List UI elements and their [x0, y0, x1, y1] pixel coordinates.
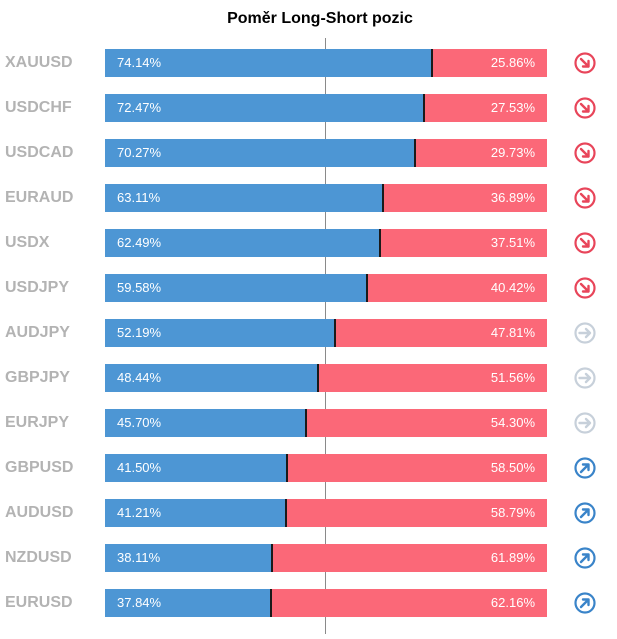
short-bar: 45.70% 54.30%: [105, 409, 547, 437]
arrow-right-icon: [574, 322, 596, 344]
short-value-label: 47.81%: [490, 325, 535, 340]
long-bar: [105, 274, 368, 302]
arrow-down-right-icon: [574, 277, 596, 299]
symbol-label: XAUUSD: [5, 54, 73, 71]
long-bar: [105, 364, 319, 392]
arrow-up-right-icon: [574, 457, 596, 479]
arrow-up-right-icon: [574, 502, 596, 524]
short-bar: 48.44% 51.56%: [105, 364, 547, 392]
long-bar: [105, 544, 273, 572]
long-bar: [105, 94, 425, 122]
long-value-label: 59.58%: [117, 280, 162, 295]
long-value-label: 41.50%: [117, 460, 162, 475]
long-bar: [105, 499, 287, 527]
symbol-label: EURAUD: [5, 189, 74, 206]
arrow-up-right-icon: [574, 547, 596, 569]
short-value-label: 58.50%: [490, 460, 535, 475]
long-bar: [105, 319, 336, 347]
short-bar: 74.14% 25.86%: [105, 49, 547, 77]
short-value-label: 54.30%: [490, 415, 535, 430]
arrow-down-right-icon: [574, 142, 596, 164]
long-value-label: 63.11%: [117, 190, 161, 205]
short-bar: 63.11% 36.89%: [105, 184, 547, 212]
symbol-label: USDCHF: [5, 99, 72, 116]
chart-row: USDX 62.49% 37.51%: [0, 228, 617, 258]
long-value-label: 37.84%: [117, 595, 162, 610]
chart-row: NZDUSD 38.11% 61.89%: [0, 543, 617, 573]
long-value-label: 41.21%: [117, 505, 162, 520]
symbol-label: AUDJPY: [5, 324, 70, 341]
symbol-label: NZDUSD: [5, 549, 72, 566]
arrow-right-icon: [574, 367, 596, 389]
short-value-label: 36.89%: [490, 190, 535, 205]
long-value-label: 62.49%: [117, 235, 162, 250]
chart-title: Poměr Long-Short pozic: [227, 10, 413, 27]
short-value-label: 29.73%: [490, 145, 535, 160]
short-bar: 70.27% 29.73%: [105, 139, 547, 167]
chart-row: EURAUD 63.11% 36.89%: [0, 183, 617, 213]
symbol-label: EURJPY: [5, 414, 70, 431]
short-value-label: 27.53%: [490, 100, 535, 115]
short-value-label: 37.51%: [490, 235, 535, 250]
chart-row: USDCAD 70.27% 29.73%: [0, 138, 617, 168]
chart-row: AUDUSD 41.21% 58.79%: [0, 498, 617, 528]
short-bar: 62.49% 37.51%: [105, 229, 547, 257]
chart-row: EURUSD 37.84% 62.16%: [0, 588, 617, 618]
short-bar: 59.58% 40.42%: [105, 274, 547, 302]
long-bar: [105, 184, 384, 212]
long-value-label: 70.27%: [117, 145, 162, 160]
long-bar: [105, 139, 416, 167]
long-value-label: 52.19%: [117, 325, 162, 340]
arrow-right-icon: [574, 412, 596, 434]
long-bar: [105, 454, 288, 482]
chart-row: USDCHF 72.47% 27.53%: [0, 93, 617, 123]
symbol-label: USDJPY: [5, 279, 70, 296]
short-bar: 41.50% 58.50%: [105, 454, 547, 482]
short-bar: 37.84% 62.16%: [105, 589, 547, 617]
chart-row: XAUUSD 74.14% 25.86%: [0, 48, 617, 78]
long-value-label: 48.44%: [117, 370, 162, 385]
short-value-label: 25.86%: [490, 55, 535, 70]
chart-row: GBPUSD 41.50% 58.50%: [0, 453, 617, 483]
long-value-label: 74.14%: [117, 55, 162, 70]
long-value-label: 38.11%: [117, 550, 161, 565]
short-value-label: 61.89%: [490, 550, 535, 565]
short-bar: 38.11% 61.89%: [105, 544, 547, 572]
short-value-label: 51.56%: [490, 370, 535, 385]
symbol-label: AUDUSD: [5, 504, 74, 521]
short-bar: 41.21% 58.79%: [105, 499, 547, 527]
arrow-down-right-icon: [574, 187, 596, 209]
arrow-down-right-icon: [574, 97, 596, 119]
symbol-label: GBPJPY: [5, 369, 70, 386]
symbol-label: GBPUSD: [5, 459, 74, 476]
arrow-down-right-icon: [574, 232, 596, 254]
chart-row: EURJPY 45.70% 54.30%: [0, 408, 617, 438]
short-value-label: 40.42%: [490, 280, 535, 295]
chart-row: AUDJPY 52.19% 47.81%: [0, 318, 617, 348]
arrow-up-right-icon: [574, 592, 596, 614]
long-bar: [105, 49, 433, 77]
chart-row: GBPJPY 48.44% 51.56%: [0, 363, 617, 393]
long-bar: [105, 589, 272, 617]
short-value-label: 58.79%: [490, 505, 535, 520]
short-bar: 72.47% 27.53%: [105, 94, 547, 122]
symbol-label: USDCAD: [5, 144, 74, 161]
long-bar: [105, 229, 381, 257]
chart-row: USDJPY 59.58% 40.42%: [0, 273, 617, 303]
symbol-label: USDX: [5, 234, 50, 251]
arrow-down-right-icon: [574, 52, 596, 74]
short-bar: 52.19% 47.81%: [105, 319, 547, 347]
long-value-label: 45.70%: [117, 415, 162, 430]
short-value-label: 62.16%: [490, 595, 535, 610]
long-value-label: 72.47%: [117, 100, 162, 115]
long-bar: [105, 409, 307, 437]
symbol-label: EURUSD: [5, 594, 73, 611]
